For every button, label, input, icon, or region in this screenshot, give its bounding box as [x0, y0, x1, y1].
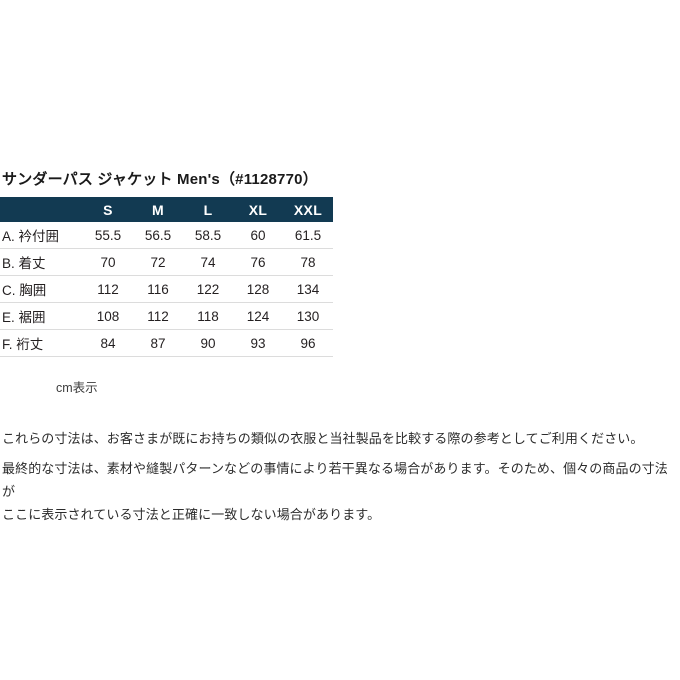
disclaimer-paragraph-2-line-1: 最終的な寸法は、素材や縫製パターンなどの事情により若干異なる場合があります。その…	[2, 461, 668, 499]
cell-value: 116	[147, 281, 169, 297]
cell-value: 112	[147, 308, 169, 324]
size-chart-body: A. 衿付囲 55.5 56.5 58.5 60 61.5 B. 着丈 70 7…	[0, 222, 333, 357]
column-header-xl: XL	[248, 201, 268, 218]
cell-value: 128	[246, 281, 270, 297]
row-label: E. 裾囲	[2, 310, 46, 325]
cell-value: 61.5	[294, 227, 322, 243]
row-label: B. 着丈	[2, 256, 46, 271]
cell-value: 124	[246, 308, 270, 324]
cell-value: 134	[296, 281, 320, 297]
cell-value: 84	[100, 335, 116, 351]
page-title: サンダーパス ジャケット Men's（#1128770）	[2, 171, 318, 188]
table-row: A. 衿付囲 55.5 56.5 58.5 60 61.5	[0, 222, 333, 249]
cell-value: 122	[196, 281, 220, 297]
cell-value: 130	[296, 308, 320, 324]
cell-value: 108	[96, 308, 120, 324]
disclaimer-paragraph-1: これらの寸法は、お客さまが既にお持ちの類似の衣服と当社製品を比較する際の参考とし…	[2, 431, 644, 446]
cell-value: 93	[250, 335, 266, 351]
size-chart-table: S M L XL XXL A. 衿付囲 55.5 56.5 58.5 60 61…	[0, 197, 333, 357]
cell-value: 112	[97, 281, 119, 297]
table-row: C. 胸囲 112 116 122 128 134	[0, 275, 333, 303]
cell-value: 74	[200, 254, 216, 270]
row-label: C. 胸囲	[2, 283, 47, 298]
cell-value: 72	[150, 254, 166, 270]
disclaimer-notes: これらの寸法は、お客さまが既にお持ちの類似の衣服と当社製品を比較する際の参考とし…	[2, 427, 678, 526]
cell-value: 58.5	[194, 227, 222, 243]
cell-value: 56.5	[144, 227, 172, 243]
column-header-m: M	[152, 201, 164, 218]
column-header-s: S	[103, 201, 113, 218]
cell-value: 118	[197, 308, 219, 324]
unit-note: cm表示	[56, 381, 98, 395]
size-chart-header-row: S M L XL XXL	[0, 197, 333, 222]
cell-value: 87	[150, 335, 166, 351]
cell-value: 96	[300, 335, 316, 351]
table-row: E. 裾囲 108 112 118 124 130	[0, 302, 333, 330]
size-chart-header: S M L XL XXL	[0, 197, 333, 222]
row-label: A. 衿付囲	[2, 229, 60, 244]
cell-value: 90	[200, 335, 216, 351]
row-label: F. 裄丈	[2, 337, 44, 352]
column-header-l: L	[203, 201, 213, 218]
cell-value: 78	[300, 254, 316, 270]
cell-value: 55.5	[94, 227, 122, 243]
disclaimer-paragraph-2-line-2: ここに表示されている寸法と正確に一致しない場合があります。	[2, 507, 381, 522]
cell-value: 60	[250, 227, 266, 243]
column-header-measurement	[0, 197, 83, 222]
cell-value: 76	[250, 254, 266, 270]
table-row: F. 裄丈 84 87 90 93 96	[0, 329, 333, 357]
column-header-xxl: XXL	[293, 201, 323, 218]
table-row: B. 着丈 70 72 74 76 78	[0, 248, 333, 276]
cell-value: 70	[100, 254, 116, 270]
